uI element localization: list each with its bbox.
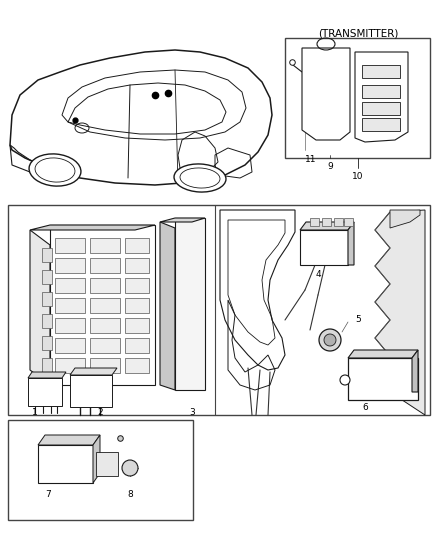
Polygon shape	[93, 435, 100, 483]
Bar	[90, 298, 120, 313]
Bar	[42, 248, 52, 262]
Bar	[55, 318, 85, 333]
Polygon shape	[160, 222, 175, 390]
Text: 9: 9	[327, 162, 333, 171]
Bar	[344, 218, 353, 226]
Bar	[90, 258, 120, 273]
Bar	[8, 205, 430, 415]
Bar	[90, 318, 120, 333]
Bar	[55, 298, 85, 313]
Bar	[125, 298, 149, 313]
Polygon shape	[50, 225, 155, 385]
Ellipse shape	[319, 329, 341, 351]
Polygon shape	[355, 52, 408, 142]
Polygon shape	[28, 372, 66, 378]
Text: 1: 1	[32, 408, 38, 417]
Text: (TRANSMITTER): (TRANSMITTER)	[318, 28, 398, 38]
Bar	[38, 445, 93, 483]
Bar	[42, 270, 52, 284]
Polygon shape	[175, 218, 205, 390]
Polygon shape	[348, 222, 354, 265]
Text: 11: 11	[305, 155, 317, 164]
Polygon shape	[302, 48, 350, 140]
Bar	[90, 338, 120, 353]
Text: 8: 8	[127, 490, 133, 499]
Text: 4: 4	[315, 270, 321, 279]
Bar	[90, 358, 120, 373]
Polygon shape	[375, 210, 425, 415]
Polygon shape	[10, 50, 272, 185]
Bar	[42, 336, 52, 350]
Bar	[55, 338, 85, 353]
Polygon shape	[348, 350, 418, 358]
Bar	[42, 358, 52, 372]
Bar	[362, 102, 400, 115]
Text: 6: 6	[362, 403, 368, 412]
Bar	[348, 358, 418, 400]
Bar	[362, 118, 400, 131]
Bar	[42, 314, 52, 328]
Bar	[125, 278, 149, 293]
Text: 7: 7	[45, 490, 51, 499]
Polygon shape	[38, 435, 100, 445]
Bar	[300, 230, 348, 265]
Polygon shape	[30, 230, 50, 385]
Polygon shape	[300, 222, 354, 230]
Bar	[125, 318, 149, 333]
Ellipse shape	[174, 164, 226, 192]
Bar	[362, 85, 400, 98]
Polygon shape	[412, 350, 418, 392]
Polygon shape	[30, 225, 155, 230]
Bar	[125, 358, 149, 373]
Bar	[285, 38, 430, 158]
Ellipse shape	[29, 154, 81, 186]
Bar	[125, 238, 149, 253]
Bar	[310, 218, 319, 226]
Bar	[125, 258, 149, 273]
Bar	[8, 420, 193, 520]
Bar	[55, 238, 85, 253]
Polygon shape	[160, 218, 205, 222]
Bar	[125, 338, 149, 353]
Bar	[42, 292, 52, 306]
Bar	[90, 238, 120, 253]
Bar	[55, 358, 85, 373]
Bar	[55, 278, 85, 293]
Ellipse shape	[122, 460, 138, 476]
Bar	[96, 452, 118, 476]
Bar	[70, 375, 112, 407]
Bar	[28, 378, 62, 406]
Bar	[362, 65, 400, 78]
Text: 2: 2	[97, 408, 103, 417]
Bar	[322, 218, 331, 226]
Bar	[55, 258, 85, 273]
Ellipse shape	[340, 375, 350, 385]
Bar	[334, 218, 343, 226]
Polygon shape	[390, 210, 420, 228]
Text: 10: 10	[352, 172, 364, 181]
Polygon shape	[70, 368, 117, 375]
Text: 3: 3	[189, 408, 195, 417]
Text: 5: 5	[355, 316, 361, 325]
Bar	[90, 278, 120, 293]
Ellipse shape	[324, 334, 336, 346]
